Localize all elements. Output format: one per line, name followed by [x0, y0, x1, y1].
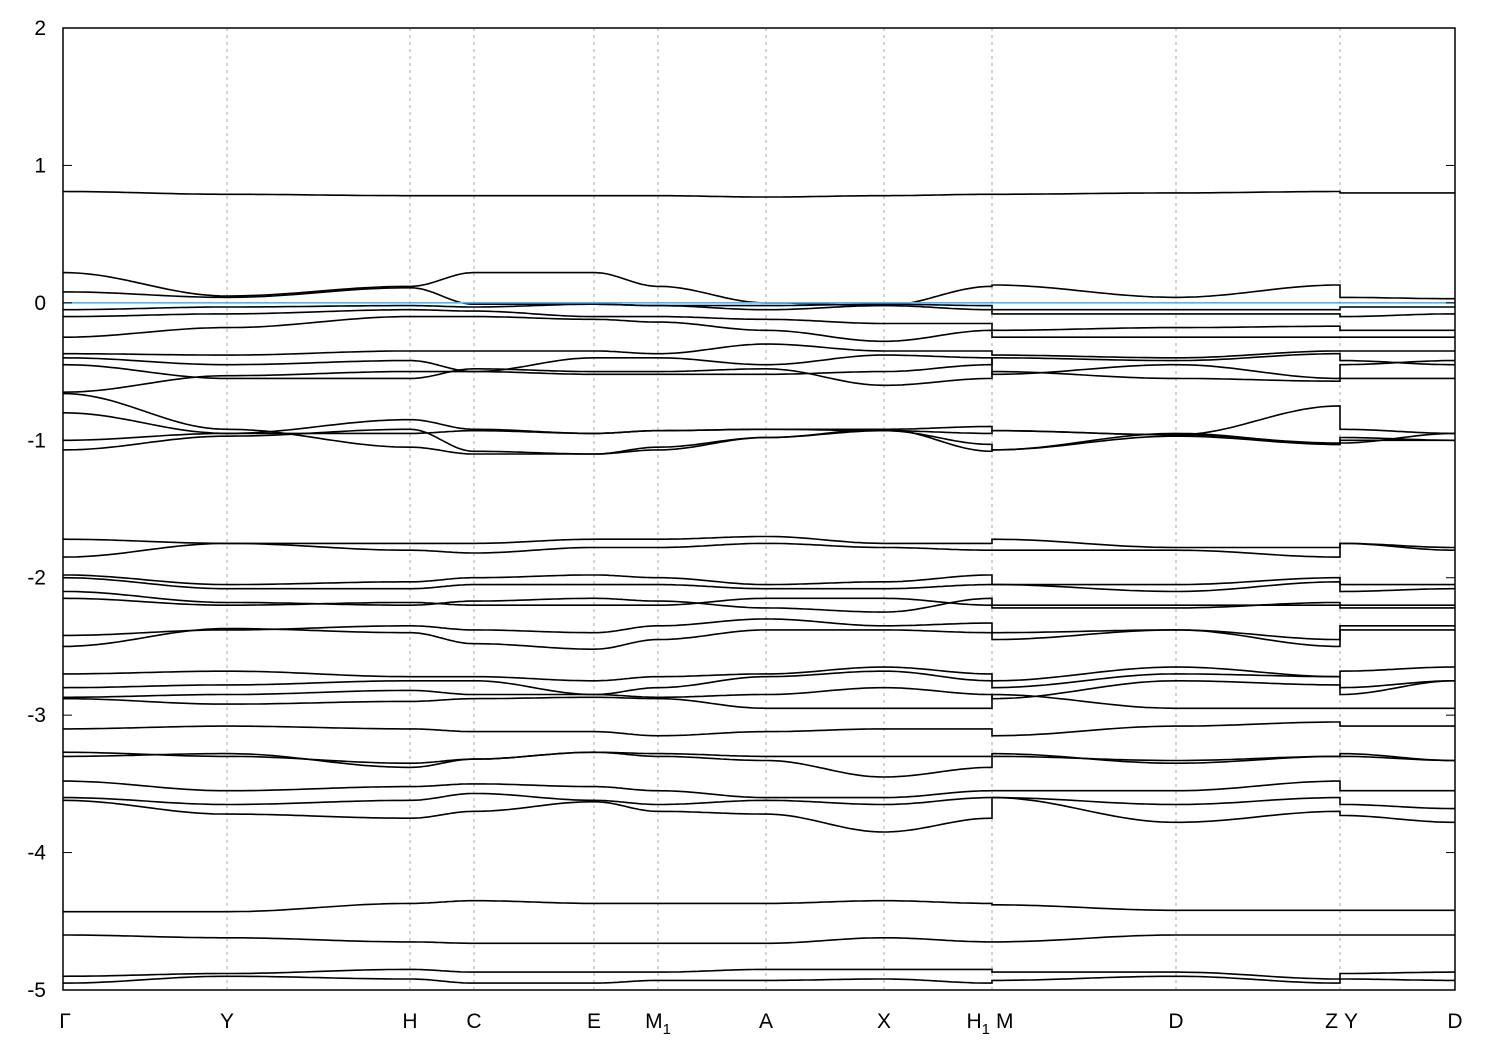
- band-line: [63, 680, 1455, 700]
- band-line: [62, 796, 1455, 833]
- band-line: [62, 597, 1455, 609]
- k-label-text: Y: [220, 1010, 234, 1033]
- k-label-text: X: [877, 1010, 891, 1033]
- k-label-text: Γ: [59, 1010, 71, 1033]
- band-line: [63, 286, 1455, 311]
- band-line: [62, 576, 1455, 593]
- k-tick-label: A: [759, 1010, 773, 1033]
- grid-lines: [226, 28, 1341, 990]
- k-tick-label: M: [996, 1010, 1014, 1033]
- band-line: [63, 303, 1455, 318]
- band-line: [63, 792, 1455, 810]
- k-tick-label: H1: [966, 1010, 990, 1038]
- band-line: [62, 352, 1455, 393]
- y-tick-label: -4: [27, 842, 46, 865]
- k-label-text: E: [587, 1010, 601, 1033]
- k-label-text: M: [996, 1010, 1014, 1033]
- band-line: [62, 751, 1455, 764]
- band-line: [63, 625, 1455, 650]
- y-tick-label: -2: [27, 567, 46, 590]
- band-line: [62, 428, 1455, 455]
- y-tick-label: -5: [27, 979, 46, 1002]
- y-tick-label: -3: [27, 704, 46, 727]
- band-line: [63, 780, 1455, 799]
- band-line: [62, 968, 1455, 980]
- y-axis: 2 1 0 -1 -2 -3 -4 -5: [27, 17, 1455, 1002]
- k-tick-label: D: [1447, 1010, 1462, 1033]
- k-tick-label: C: [466, 1010, 481, 1033]
- band-line: [63, 751, 1455, 778]
- y-tick-label: 0: [34, 292, 46, 315]
- band-line: [62, 535, 1455, 549]
- band-line: [62, 392, 1455, 455]
- k-tick-label: M1: [645, 1010, 671, 1038]
- plot-frame: [62, 27, 1456, 991]
- k-label-text: D: [1168, 1010, 1183, 1033]
- k-label-subscript: 1: [982, 1021, 990, 1038]
- y-tick-label: -1: [27, 429, 46, 452]
- band-line: [63, 975, 1455, 984]
- band-line: [63, 590, 1455, 613]
- band-line: [63, 574, 1455, 586]
- k-label-text: C: [466, 1010, 481, 1033]
- band-line: [62, 190, 1455, 198]
- y-tick-label: 2: [34, 17, 46, 40]
- x-axis: Γ Y H C E M1 A X H1 M D Z Y D: [59, 1010, 1462, 1038]
- band-line: [63, 308, 1455, 332]
- band-line: [62, 542, 1455, 558]
- band-line: [63, 934, 1455, 945]
- band-line: [63, 693, 1455, 710]
- k-tick-label: Y: [220, 1010, 234, 1033]
- k-tick-label: H: [402, 1010, 417, 1033]
- band-line: [63, 666, 1456, 682]
- k-tick-label: Y: [1344, 1010, 1358, 1033]
- k-label-text: M: [645, 1010, 663, 1033]
- k-label-text: D: [1447, 1010, 1462, 1033]
- k-tick-label: Z: [1325, 1010, 1338, 1033]
- k-tick-label: E: [587, 1010, 601, 1033]
- y-tick-label: 1: [34, 154, 46, 177]
- k-tick-label: D: [1168, 1010, 1183, 1033]
- band-line: [62, 670, 1455, 696]
- band-line: [62, 271, 1455, 307]
- band-line: [63, 721, 1455, 737]
- band-line: [63, 315, 1455, 343]
- band-line: [63, 418, 1455, 444]
- k-label-text: A: [759, 1010, 773, 1033]
- k-label-subscript: 1: [663, 1021, 671, 1038]
- k-label-text: H: [966, 1010, 981, 1033]
- band-line: [62, 354, 1455, 380]
- k-tick-label: X: [877, 1010, 891, 1033]
- k-label-text: Z: [1325, 1010, 1338, 1033]
- k-tick-label: Γ: [59, 1010, 71, 1033]
- band-line: [63, 899, 1455, 913]
- k-label-text: Y: [1344, 1010, 1358, 1033]
- band-line: [63, 343, 1455, 359]
- k-label-text: H: [402, 1010, 417, 1033]
- band-line: [62, 363, 1455, 387]
- bands: [62, 190, 1456, 984]
